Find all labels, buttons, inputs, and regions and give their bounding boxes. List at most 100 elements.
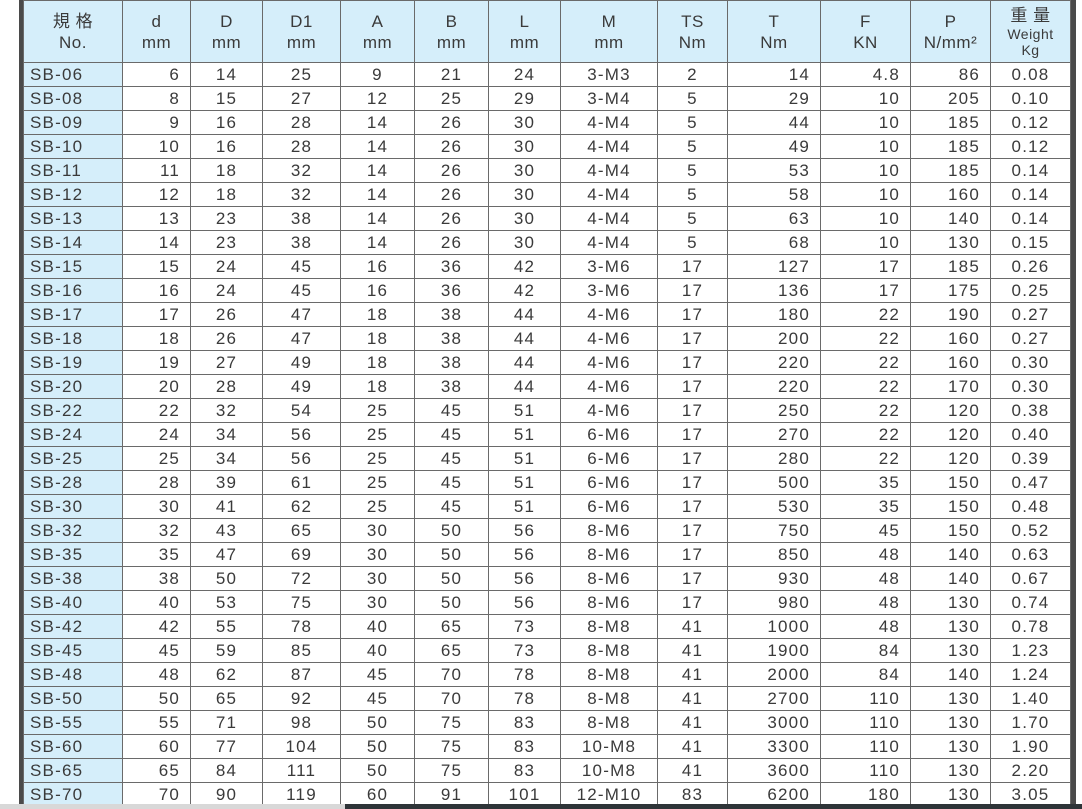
cell-weight: 0.14 [990,158,1071,183]
column-header-P: P N/mm² [910,0,991,63]
cell-TS: 17 [657,326,728,351]
cell-T: 220 [727,374,821,399]
table-row: SB-19 19 27 49 18 38 44 4-M6 17 220 22 160 0.30 [23,350,1071,375]
cell-no: SB-12 [23,182,123,207]
header-line2: Nm [760,32,788,52]
cell-D1: 104 [262,734,341,759]
cell-TS: 17 [657,542,728,567]
cell-weight: 0.47 [990,470,1071,495]
cell-M: 8-M8 [560,662,658,687]
cell-F: 22 [820,446,911,471]
cell-T: 250 [727,398,821,423]
cell-T: 6200 [727,782,821,807]
header-line2: mm [286,32,317,52]
cell-M: 3-M6 [560,278,658,303]
cell-D: 77 [190,734,263,759]
header-line1: B [445,11,458,31]
cell-M: 8-M8 [560,686,658,711]
cell-d: 15 [122,254,191,279]
cell-L: 44 [488,326,561,351]
cell-D: 32 [190,398,263,423]
cell-T: 14 [727,62,821,87]
cell-P: 150 [910,494,991,519]
cell-M: 3-M4 [560,86,658,111]
cell-d: 17 [122,302,191,327]
table-row: SB-17 17 26 47 18 38 44 4-M6 17 180 22 190 0.27 [23,302,1071,327]
cell-no: SB-10 [23,134,123,159]
cell-weight: 0.27 [990,302,1071,327]
cell-F: 110 [820,686,911,711]
cell-D1: 49 [262,374,341,399]
cell-T: 3000 [727,710,821,735]
cell-P: 150 [910,470,991,495]
horizontal-scrollbar-track[interactable] [0,804,345,809]
cell-no: SB-55 [23,710,123,735]
cell-no: SB-17 [23,302,123,327]
cell-A: 40 [340,638,415,663]
header-line2: mm [362,32,393,52]
cell-L: 51 [488,470,561,495]
cell-P: 130 [910,734,991,759]
cell-no: SB-40 [23,590,123,615]
header-line1: D [220,11,233,31]
header-line1: L [519,11,530,31]
cell-F: 110 [820,734,911,759]
cell-TS: 17 [657,398,728,423]
cell-L: 30 [488,182,561,207]
cell-D1: 75 [262,590,341,615]
cell-D: 16 [190,134,263,159]
cell-L: 29 [488,86,561,111]
header-line2: Weight [1007,26,1054,42]
cell-F: 48 [820,566,911,591]
cell-weight: 0.78 [990,614,1071,639]
cell-M: 8-M8 [560,710,658,735]
cell-no: SB-35 [23,542,123,567]
cell-A: 30 [340,518,415,543]
cell-TS: 5 [657,230,728,255]
cell-B: 38 [414,350,489,375]
cell-F: 10 [820,206,911,231]
cell-B: 70 [414,686,489,711]
header-line1: TS [681,11,704,31]
cell-P: 140 [910,206,991,231]
cell-D1: 38 [262,230,341,255]
cell-no: SB-45 [23,638,123,663]
cell-no: SB-18 [23,326,123,351]
cell-weight: 0.74 [990,590,1071,615]
header-line1: T [768,11,780,31]
cell-T: 220 [727,350,821,375]
cell-d: 18 [122,326,191,351]
table-row: SB-30 30 41 62 25 45 51 6-M6 17 530 35 150 0.48 [23,494,1071,519]
cell-L: 42 [488,254,561,279]
cell-D: 90 [190,782,263,807]
cell-L: 30 [488,206,561,231]
cell-F: 84 [820,638,911,663]
cell-D: 18 [190,182,263,207]
cell-TS: 41 [657,710,728,735]
cell-L: 101 [488,782,561,807]
cell-weight: 0.38 [990,398,1071,423]
cell-TS: 5 [657,182,728,207]
cell-TS: 5 [657,158,728,183]
cell-A: 18 [340,302,415,327]
cell-no: SB-42 [23,614,123,639]
cell-weight: 0.25 [990,278,1071,303]
column-header-no: 規 格 No. [23,0,123,63]
cell-P: 205 [910,86,991,111]
cell-D1: 87 [262,662,341,687]
cell-B: 45 [414,470,489,495]
cell-B: 38 [414,302,489,327]
cell-D1: 119 [262,782,341,807]
cell-TS: 17 [657,446,728,471]
table-row: SB-42 42 55 78 40 65 73 8-M8 41 1000 48 130 0.78 [23,614,1071,639]
cell-P: 86 [910,62,991,87]
cell-D1: 78 [262,614,341,639]
cell-T: 29 [727,86,821,111]
table-row: SB-25 25 34 56 25 45 51 6-M6 17 280 22 120 0.39 [23,446,1071,471]
cell-P: 130 [910,710,991,735]
cell-T: 1000 [727,614,821,639]
cell-weight: 0.14 [990,206,1071,231]
table-row: SB-10 10 16 28 14 26 30 4-M4 5 49 10 185 0.12 [23,134,1071,159]
